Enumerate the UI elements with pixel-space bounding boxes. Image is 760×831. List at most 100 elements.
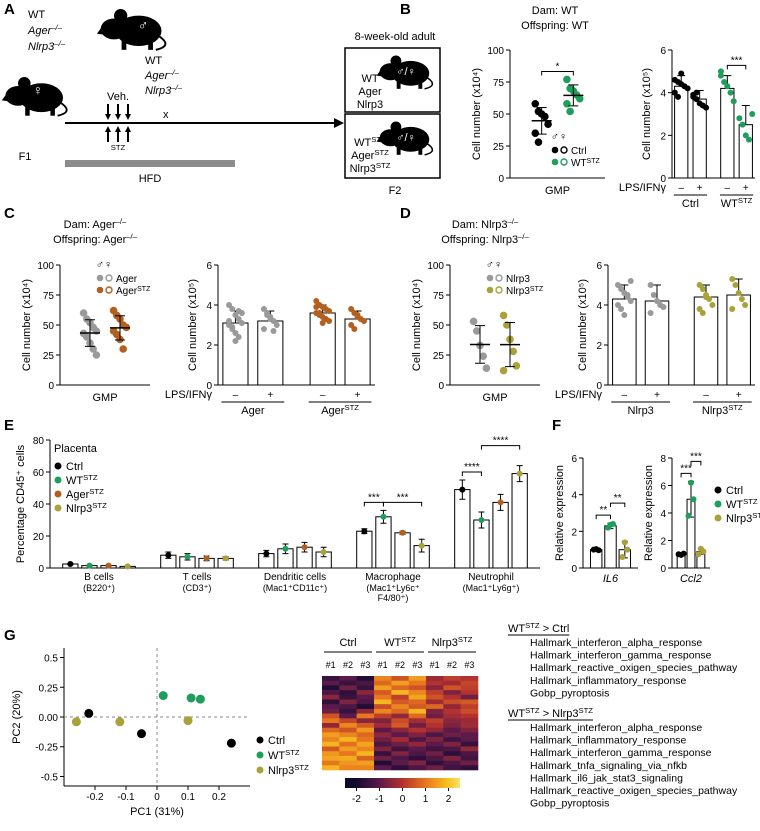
group-label: WTSTZ bbox=[384, 635, 416, 650]
legend-label: Ctrl bbox=[268, 735, 285, 747]
x-axis-label: PC1 (31%) bbox=[130, 806, 184, 818]
offspring-box bbox=[344, 113, 441, 179]
heatmap-cell bbox=[322, 760, 340, 766]
data-point bbox=[541, 112, 549, 121]
data-point bbox=[348, 322, 355, 328]
panel-label: D bbox=[400, 205, 411, 222]
mean-marker bbox=[320, 549, 327, 555]
mean-marker bbox=[399, 529, 406, 536]
panel-label: A bbox=[4, 1, 15, 18]
heatmap-cell bbox=[426, 746, 444, 752]
heatmap-cell bbox=[408, 760, 427, 766]
legend-label: Ager bbox=[116, 274, 138, 285]
x-tick-sublabel: (Mac1⁺CD11c⁺) bbox=[263, 583, 327, 593]
genotype-label: Ager–/– bbox=[144, 68, 180, 83]
sd-bar bbox=[475, 325, 485, 364]
heatmap-cell bbox=[322, 737, 340, 743]
heatmap-cell bbox=[374, 751, 392, 757]
x-tick-label: + bbox=[697, 183, 703, 194]
y-tick-label: 0 bbox=[48, 381, 54, 392]
y-tick-label: -0.25 bbox=[35, 743, 58, 754]
data-point bbox=[482, 364, 491, 373]
heatmap-cell bbox=[408, 676, 427, 681]
heatmap-cell bbox=[408, 713, 427, 719]
heatmap-cell bbox=[443, 741, 461, 747]
data-point bbox=[685, 512, 692, 519]
x-axis-label: GMP bbox=[545, 185, 570, 197]
bar bbox=[257, 320, 284, 386]
y-tick-label: 80 bbox=[33, 436, 45, 447]
heatmap-cell bbox=[443, 718, 461, 724]
generation-label: F1 bbox=[19, 151, 32, 163]
heatmap-cell bbox=[339, 741, 357, 747]
column-label: #3 bbox=[360, 660, 370, 670]
heatmap-cell bbox=[408, 718, 427, 724]
y-tick-label: 6 bbox=[571, 454, 577, 465]
heatmap-cell bbox=[374, 746, 392, 752]
data-point bbox=[232, 312, 239, 318]
heatmap-cell bbox=[460, 676, 479, 681]
heatmap-cell bbox=[391, 718, 409, 724]
heatmap-cell bbox=[391, 765, 409, 771]
group-title: LPS/IFNγ bbox=[165, 389, 213, 401]
legend-marker bbox=[551, 158, 559, 166]
data-point bbox=[610, 521, 616, 527]
legend-marker bbox=[256, 736, 264, 744]
data-point bbox=[92, 351, 101, 359]
heatmap-cell bbox=[408, 690, 427, 696]
heatmap-cell bbox=[460, 708, 479, 714]
column-label: #1 bbox=[378, 660, 388, 670]
legend-marker bbox=[96, 286, 104, 294]
y-tick-label: -0.5 bbox=[41, 772, 59, 783]
x-tick-label: Macrophage bbox=[365, 572, 421, 583]
heatmap-cell bbox=[339, 718, 357, 724]
y-tick-label: 50 bbox=[493, 110, 505, 121]
heatmap-cell bbox=[391, 723, 409, 728]
mean-marker bbox=[282, 545, 289, 552]
heatmap-cell bbox=[408, 699, 427, 705]
data-point bbox=[735, 290, 742, 296]
x-tick-label: + bbox=[267, 390, 273, 401]
data-point bbox=[688, 479, 694, 486]
treatment-label: Veh. bbox=[107, 91, 129, 103]
sd-bar bbox=[536, 106, 547, 135]
legend-label: WTSTZ bbox=[66, 473, 98, 488]
significance-label: * bbox=[556, 61, 560, 72]
data-point bbox=[742, 132, 749, 139]
y-tick-label: 6 bbox=[660, 482, 666, 493]
y-tick-label: 25 bbox=[433, 351, 445, 362]
group-label: Ctrl bbox=[682, 198, 699, 210]
heatmap-cell bbox=[460, 690, 479, 696]
colorbar-label: -1 bbox=[375, 794, 384, 805]
legend-marker bbox=[560, 146, 568, 154]
heatmap-cell bbox=[356, 685, 375, 691]
mean-marker bbox=[361, 528, 368, 535]
significance-label: *** bbox=[368, 492, 380, 503]
heatmap-cell bbox=[391, 727, 409, 733]
data-point bbox=[270, 318, 277, 324]
y-tick-label: 0 bbox=[206, 381, 212, 392]
heatmap-cell bbox=[408, 765, 427, 771]
data-point bbox=[695, 551, 702, 558]
legend-label: WTSTZ bbox=[268, 748, 300, 763]
data-point bbox=[717, 72, 724, 79]
heatmap-cell bbox=[408, 737, 427, 743]
data-point bbox=[351, 326, 358, 332]
heatmap-cell bbox=[443, 676, 461, 681]
heatmap-cell bbox=[391, 699, 409, 705]
heatmap-cell bbox=[339, 723, 357, 728]
legend-marker bbox=[714, 514, 722, 522]
data-point bbox=[699, 286, 706, 292]
heatmap-cell bbox=[426, 680, 444, 686]
data-point bbox=[119, 345, 127, 353]
data-point bbox=[696, 282, 703, 288]
significance-bracket bbox=[480, 445, 521, 450]
mean-marker bbox=[222, 555, 229, 562]
y-tick-label: 0.5 bbox=[44, 654, 58, 665]
y-tick-label: 0 bbox=[498, 174, 504, 185]
legend-marker bbox=[54, 504, 62, 512]
heatmap-cell bbox=[408, 685, 427, 691]
heatmap-cell bbox=[322, 713, 340, 719]
heatmap-cell bbox=[391, 680, 409, 686]
significance-label: *** bbox=[680, 463, 692, 474]
